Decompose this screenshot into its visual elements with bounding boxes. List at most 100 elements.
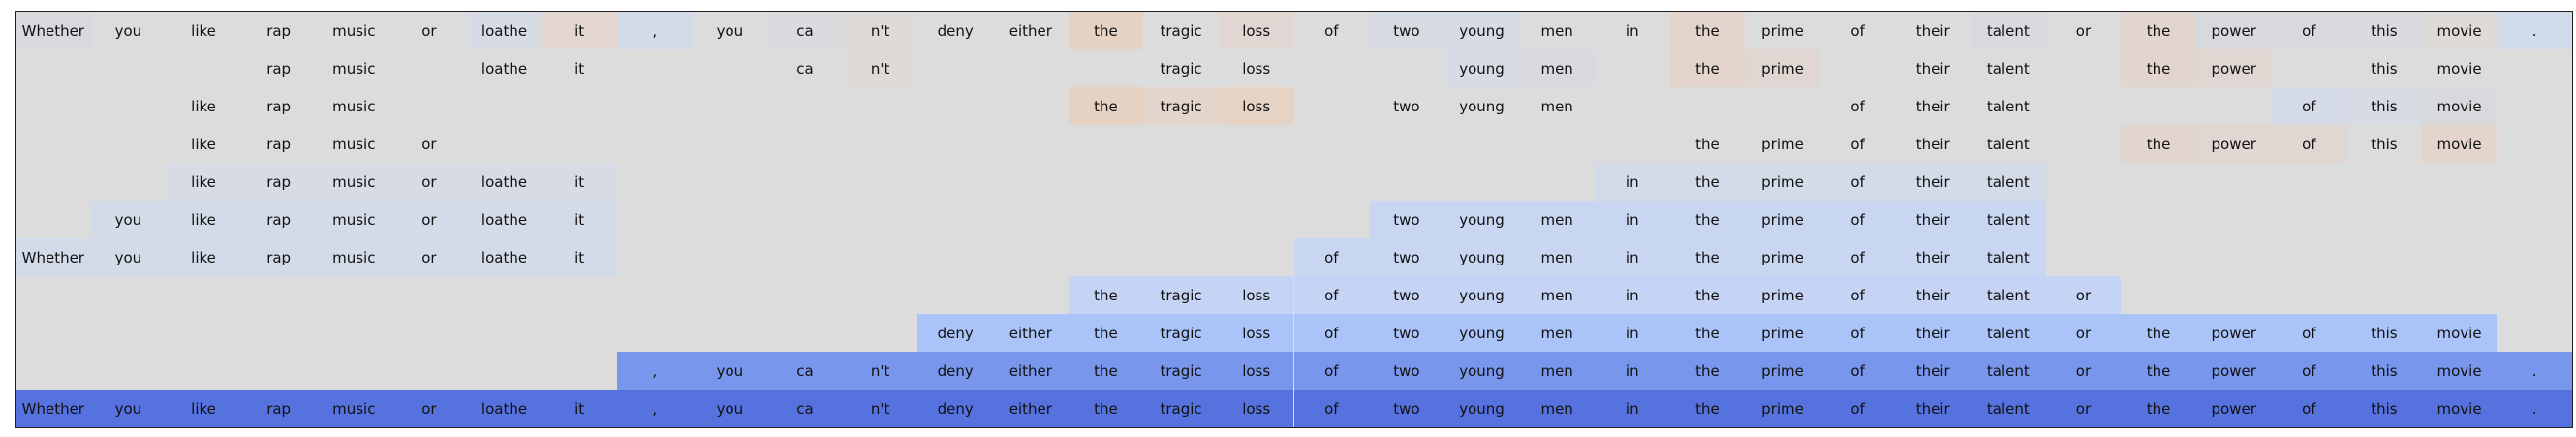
token-cell: of bbox=[1293, 314, 1370, 352]
token-cell: power bbox=[2195, 125, 2272, 163]
token-cell: prime bbox=[1745, 238, 1820, 276]
token-cell: loss bbox=[1218, 314, 1294, 352]
token-cell: men bbox=[1519, 238, 1595, 276]
token-cell: you bbox=[114, 21, 142, 40]
token-cell: , bbox=[616, 390, 693, 427]
token-cell: the bbox=[1669, 201, 1746, 238]
token-cell: or bbox=[391, 238, 467, 276]
token-cell: or bbox=[2045, 314, 2122, 352]
token-cell: the bbox=[1669, 352, 1746, 390]
token-cell: n't bbox=[842, 12, 918, 49]
token-cell: loss bbox=[1218, 87, 1294, 125]
token-cell: tragic bbox=[1143, 390, 1219, 427]
token-cell: of bbox=[1819, 201, 1896, 238]
token-cell: talent bbox=[1971, 163, 2046, 201]
token-cell: their bbox=[1895, 314, 1971, 352]
token-cell: of bbox=[1293, 238, 1370, 276]
token-attribution-grid: Whether you like rap music or loathe it, you ca n'… bbox=[15, 11, 2573, 428]
token-cell: their bbox=[1915, 135, 1950, 153]
token-cell: or bbox=[391, 390, 467, 427]
token-cell: music bbox=[332, 21, 376, 40]
token-cell: n't bbox=[842, 390, 918, 427]
token-cell: . bbox=[2497, 352, 2572, 390]
token-cell: prime bbox=[1745, 163, 1820, 201]
token-cell: movie bbox=[2436, 59, 2482, 78]
token-cell: young bbox=[1443, 352, 1520, 390]
token-cell: in bbox=[1594, 163, 1670, 201]
token-cell: the bbox=[1669, 163, 1746, 201]
token-cell: n't bbox=[842, 352, 918, 390]
token-cell: two bbox=[1369, 390, 1444, 427]
token-cell: prime bbox=[1745, 276, 1820, 314]
token-cell: the bbox=[2121, 314, 2196, 352]
token-cell: Whether bbox=[16, 12, 91, 49]
token-cell: movie bbox=[2421, 314, 2498, 352]
token-cell: loss bbox=[1218, 352, 1294, 390]
token-cell: men bbox=[1519, 276, 1595, 314]
token-cell: talent bbox=[1971, 390, 2046, 427]
token-cell: their bbox=[1895, 238, 1971, 276]
token-cell: like bbox=[191, 135, 216, 153]
token-cell: power bbox=[2195, 49, 2272, 87]
token-cell: loathe bbox=[466, 201, 543, 238]
token-cell: prime bbox=[1761, 21, 1804, 40]
token-cell: you bbox=[692, 390, 768, 427]
token-cell: prime bbox=[1745, 390, 1820, 427]
token-cell: it bbox=[574, 59, 585, 78]
token-cell: this bbox=[2346, 87, 2422, 125]
token-cell: ca bbox=[767, 352, 843, 390]
token-cell: of bbox=[1850, 21, 1865, 40]
token-cell: the bbox=[1068, 12, 1144, 49]
token-cell: tragic bbox=[1143, 314, 1219, 352]
token-cell: power bbox=[2195, 12, 2272, 49]
token-cell: or bbox=[391, 201, 467, 238]
token-cell: movie bbox=[2421, 390, 2498, 427]
token-cell: it bbox=[542, 163, 617, 201]
token-cell: either bbox=[993, 314, 1069, 352]
token-cell: men bbox=[1540, 97, 1573, 115]
token-cell: like bbox=[166, 163, 241, 201]
token-cell: either bbox=[1009, 21, 1052, 40]
token-cell: two bbox=[1369, 314, 1444, 352]
token-cell: talent bbox=[1971, 238, 2046, 276]
token-cell: of bbox=[2271, 352, 2347, 390]
token-cell: prime bbox=[1745, 314, 1820, 352]
token-cell: power bbox=[2195, 390, 2272, 427]
token-cell: their bbox=[1895, 390, 1971, 427]
token-cell: loss bbox=[1218, 12, 1294, 49]
token-cell: talent bbox=[1986, 97, 2030, 115]
token-cell: deny bbox=[937, 21, 974, 40]
token-cell: tragic bbox=[1143, 87, 1219, 125]
token-cell: music bbox=[316, 201, 392, 238]
token-cell: like bbox=[166, 201, 241, 238]
token-cell: prime bbox=[1761, 135, 1804, 153]
token-cell: of bbox=[2271, 314, 2347, 352]
token-cell: the bbox=[2121, 12, 2196, 49]
token-cell: movie bbox=[2421, 125, 2498, 163]
token-cell: loathe bbox=[466, 390, 543, 427]
token-cell: this bbox=[2346, 352, 2422, 390]
token-cell: music bbox=[332, 135, 376, 153]
token-cell: two bbox=[1369, 201, 1444, 238]
token-cell: tragic bbox=[1160, 21, 1202, 40]
token-cell: in bbox=[1594, 314, 1670, 352]
token-cell: men bbox=[1519, 49, 1595, 87]
token-cell: in bbox=[1594, 390, 1670, 427]
token-cell: Whether bbox=[16, 238, 91, 276]
token-cell: their bbox=[1895, 201, 1971, 238]
token-cell: this bbox=[2346, 390, 2422, 427]
token-cell: talent bbox=[1971, 352, 2046, 390]
token-cell: the bbox=[1669, 314, 1746, 352]
token-cell: men bbox=[1519, 352, 1595, 390]
token-cell: music bbox=[316, 238, 392, 276]
token-cell: their bbox=[1895, 276, 1971, 314]
token-cell: the bbox=[1669, 390, 1746, 427]
token-cell: it bbox=[542, 390, 617, 427]
token-cell: of bbox=[1819, 238, 1896, 276]
token-cell: their bbox=[1915, 59, 1950, 78]
token-cell: you bbox=[716, 21, 744, 40]
token-cell: you bbox=[90, 390, 167, 427]
token-cell: the bbox=[2121, 390, 2196, 427]
token-cell: talent bbox=[1971, 276, 2046, 314]
token-cell: this bbox=[2346, 314, 2422, 352]
